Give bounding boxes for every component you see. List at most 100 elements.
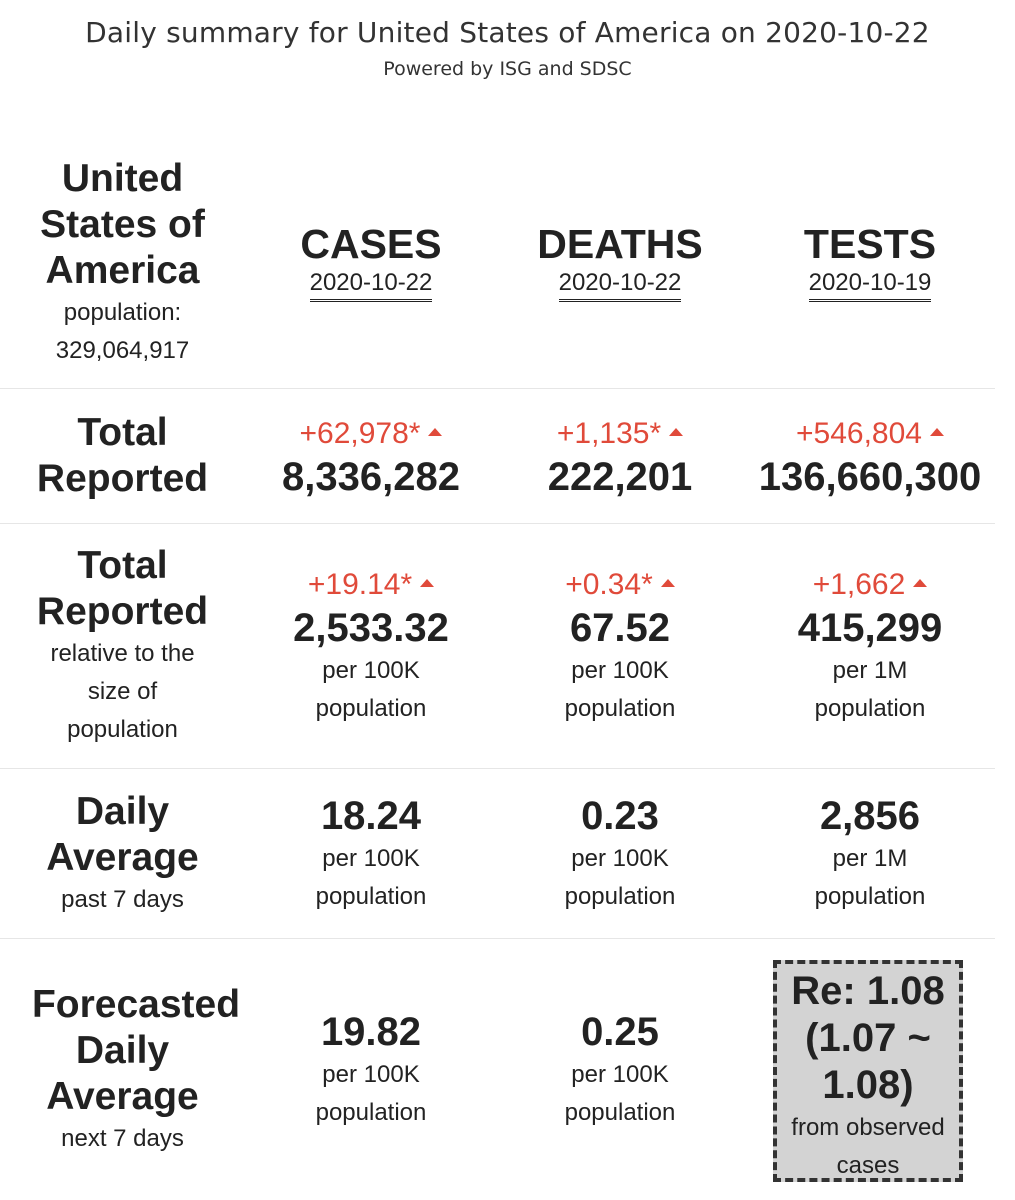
- triangle-up-icon: [660, 579, 675, 588]
- column-date: 2020-10-19: [808, 268, 932, 302]
- row-sublabel-line: relative to the: [50, 640, 195, 667]
- re-sub-line: cases: [836, 1152, 900, 1179]
- unit-line: per 100K: [322, 1061, 420, 1088]
- triangle-up-icon: [420, 579, 435, 588]
- delta-value: +62,978*: [247, 415, 495, 453]
- column-header-deaths: DEATHS 2020-10-22: [495, 220, 745, 302]
- row-divider: [0, 388, 995, 389]
- region-name-line: States of: [40, 203, 205, 246]
- row-divider: [0, 938, 995, 939]
- total-tests-cell: +546,804 136,660,300: [745, 415, 995, 501]
- relative-deaths-cell: +0.34* 67.52 per 100K population: [495, 566, 745, 728]
- relative-value: 67.52: [569, 606, 671, 650]
- row-divider: [0, 523, 995, 524]
- unit-line: per 100K: [571, 1061, 669, 1088]
- daily-deaths-cell: 0.23 per 100K population: [495, 792, 745, 916]
- row-sublabel-line: population: [67, 716, 178, 743]
- unit-line: population: [315, 1099, 427, 1126]
- delta-text: +19.14*: [307, 568, 413, 601]
- delta-value: +546,804: [745, 415, 995, 453]
- re-estimate-box: Re: 1.08 (1.07 ~ 1.08) from observed cas…: [773, 960, 963, 1182]
- unit-line: population: [315, 695, 427, 722]
- row-label-forecast: Forecasted Daily Average next 7 days: [0, 982, 272, 1158]
- total-cases-cell: +62,978* 8,336,282: [247, 415, 495, 501]
- forecast-cases-cell: 19.82 per 100K population: [247, 1008, 495, 1132]
- re-line: 1.08): [822, 1063, 914, 1107]
- relative-tests-cell: +1,662 415,299 per 1M population: [745, 566, 995, 728]
- triangle-up-icon: [929, 428, 944, 437]
- row-label-line: Total: [77, 411, 168, 454]
- column-header-tests: TESTS 2020-10-19: [745, 220, 995, 302]
- delta-value: +19.14*: [247, 566, 495, 604]
- total-value: 222,201: [547, 455, 693, 499]
- unit-line: per 1M: [832, 657, 908, 684]
- re-line: (1.07 ~: [805, 1016, 931, 1060]
- unit-line: per 100K: [571, 845, 669, 872]
- unit-line: per 100K: [571, 657, 669, 684]
- page-title: Daily summary for United States of Ameri…: [85, 16, 930, 49]
- row-label-daily-average: Daily Average past 7 days: [0, 789, 245, 919]
- region-cell: United States of America population: 329…: [0, 156, 245, 370]
- row-label-line: Total: [77, 544, 168, 587]
- row-label-relative: Total Reported relative to the size of p…: [0, 543, 245, 749]
- region-name-line: United: [61, 157, 184, 200]
- row-label-total-reported: Total Reported: [0, 410, 245, 502]
- unit-line: population: [564, 1099, 676, 1126]
- daily-value: 18.24: [320, 794, 422, 838]
- row-sublabel-line: next 7 days: [61, 1125, 184, 1152]
- population-label: population:: [63, 299, 182, 326]
- total-value: 8,336,282: [282, 455, 460, 499]
- forecast-value: 0.25: [581, 1010, 659, 1054]
- row-sublabel-line: past 7 days: [61, 886, 184, 913]
- column-label: DEATHS: [537, 221, 703, 267]
- daily-tests-cell: 2,856 per 1M population: [745, 792, 995, 916]
- forecast-deaths-cell: 0.25 per 100K population: [495, 1008, 745, 1132]
- daily-value: 2,856: [819, 794, 921, 838]
- page-subtitle: Powered by ISG and SDSC: [383, 58, 632, 80]
- unit-line: population: [814, 695, 926, 722]
- region-name-line: America: [45, 249, 200, 292]
- daily-cases-cell: 18.24 per 100K population: [247, 792, 495, 916]
- row-label-line: Reported: [36, 590, 209, 633]
- column-label: TESTS: [803, 221, 937, 267]
- row-sublabel-line: size of: [87, 678, 158, 705]
- relative-value: 2,533.32: [293, 606, 449, 650]
- relative-cases-cell: +19.14* 2,533.32 per 100K population: [247, 566, 495, 728]
- row-label-line: Average: [46, 1075, 199, 1118]
- row-divider: [0, 768, 995, 769]
- daily-value: 0.23: [581, 794, 659, 838]
- row-label-line: Daily: [75, 790, 170, 833]
- column-date: 2020-10-22: [309, 268, 433, 302]
- re-sub-line: from observed: [791, 1114, 945, 1141]
- delta-value: +0.34*: [495, 566, 745, 604]
- total-value: 136,660,300: [758, 455, 982, 499]
- column-header-cases: CASES 2020-10-22: [247, 220, 495, 302]
- unit-line: population: [814, 883, 926, 910]
- delta-value: +1,135*: [495, 415, 745, 453]
- column-label: CASES: [300, 221, 442, 267]
- unit-line: population: [564, 695, 676, 722]
- row-label-line: Daily: [75, 1029, 170, 1072]
- unit-line: population: [315, 883, 427, 910]
- column-date: 2020-10-22: [558, 268, 682, 302]
- delta-text: +1,662: [812, 568, 906, 601]
- delta-text: +0.34*: [565, 568, 653, 601]
- total-deaths-cell: +1,135* 222,201: [495, 415, 745, 501]
- forecast-value: 19.82: [320, 1010, 422, 1054]
- triangle-up-icon: [913, 579, 928, 588]
- delta-value: +1,662: [745, 566, 995, 604]
- delta-text: +546,804: [796, 417, 922, 450]
- unit-line: per 100K: [322, 657, 420, 684]
- delta-text: +62,978*: [299, 417, 421, 450]
- unit-line: per 1M: [832, 845, 908, 872]
- re-line: Re: 1.08: [791, 969, 945, 1013]
- unit-line: population: [564, 883, 676, 910]
- triangle-up-icon: [669, 428, 684, 437]
- delta-text: +1,135*: [556, 417, 662, 450]
- population-value: 329,064,917: [55, 337, 190, 364]
- unit-line: per 100K: [322, 845, 420, 872]
- row-label-line: Forecasted: [31, 983, 241, 1026]
- relative-value: 415,299: [797, 606, 943, 650]
- row-label-line: Average: [46, 836, 199, 879]
- triangle-up-icon: [428, 428, 443, 437]
